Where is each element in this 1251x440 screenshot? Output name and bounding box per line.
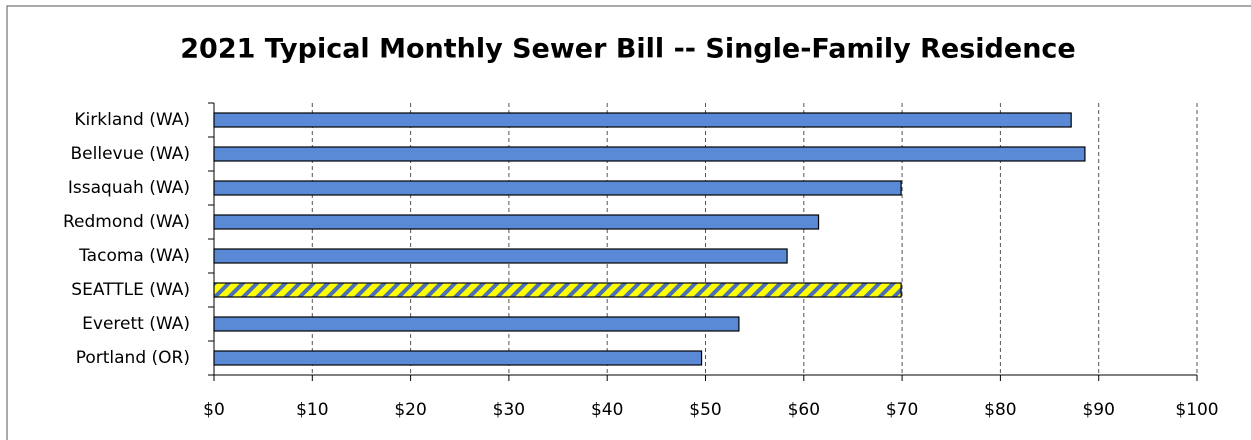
bar <box>213 112 1072 128</box>
x-tick-label: $30 <box>493 400 525 420</box>
bar <box>213 248 788 264</box>
bar <box>213 282 902 298</box>
bar <box>213 350 703 366</box>
y-tick-label: Kirkland (WA) <box>74 110 190 130</box>
bar <box>213 214 820 230</box>
y-tick-label: Everett (WA) <box>82 314 190 334</box>
x-tick-label: $80 <box>984 400 1016 420</box>
y-tick-label: SEATTLE (WA) <box>71 280 190 300</box>
x-tick-label: $50 <box>689 400 721 420</box>
x-tick-label: $100 <box>1175 400 1218 420</box>
x-tick-label: $0 <box>203 400 225 420</box>
chart-title: 2021 Typical Monthly Sewer Bill -- Singl… <box>180 34 1075 65</box>
y-tick-label: Redmond (WA) <box>63 212 190 232</box>
x-tick-label: $70 <box>886 400 918 420</box>
x-tick-label: $10 <box>296 400 328 420</box>
y-tick-label: Issaquah (WA) <box>68 178 190 198</box>
x-tick-label: $90 <box>1082 400 1114 420</box>
y-tick-label: Portland (OR) <box>76 348 190 368</box>
y-tick-label: Bellevue (WA) <box>71 144 191 164</box>
y-tick-label: Tacoma (WA) <box>78 246 190 266</box>
x-tick-label: $20 <box>394 400 426 420</box>
bar <box>213 146 1086 162</box>
bar <box>213 316 740 332</box>
x-tick-label: $40 <box>591 400 623 420</box>
x-tick-label: $60 <box>788 400 820 420</box>
bar <box>213 180 902 196</box>
